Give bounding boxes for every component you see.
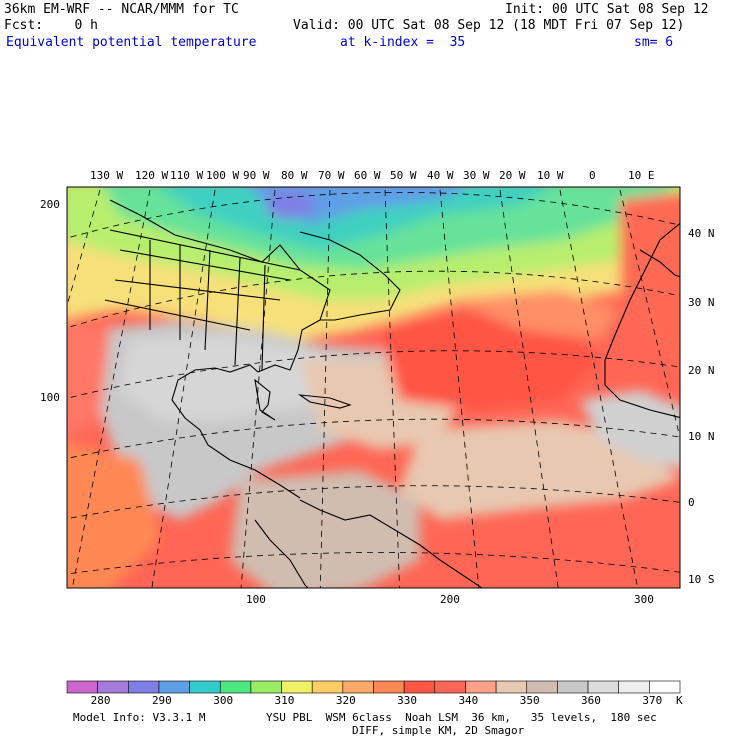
colorbar-swatch xyxy=(219,680,252,694)
grid-x-label: 300 xyxy=(634,593,654,606)
colorbar-label: 350 xyxy=(519,694,540,707)
colorbar-swatch xyxy=(618,680,650,694)
lat-label: 20 N xyxy=(688,364,715,377)
lon-label: 40 W xyxy=(427,169,454,182)
physics-info: YSU PBL WSM 6class Noah LSM 36 km, 35 le… xyxy=(266,711,657,724)
lon-label: 90 W xyxy=(243,169,270,182)
smoothing: sm= 6 xyxy=(634,35,674,50)
colorbar-swatch xyxy=(557,680,589,694)
model-info: Model Info: V3.3.1 M xyxy=(73,711,206,724)
colorbar-label: 360 xyxy=(581,694,601,707)
lon-label: 10 W xyxy=(537,169,564,182)
colorbar-swatch xyxy=(465,680,497,694)
lon-label: 130 W xyxy=(90,169,124,182)
colorbar-label: 300 xyxy=(213,694,234,707)
colorbar-label: 290 xyxy=(151,694,172,707)
map-field xyxy=(67,187,680,588)
level-index: at k-index = 35 xyxy=(340,35,466,50)
lon-label: 0 xyxy=(589,169,596,182)
lat-label: 40 N xyxy=(688,227,715,240)
colorbar-label: 320 xyxy=(335,694,356,707)
grid-y-label: 100 xyxy=(40,391,60,404)
lon-label: 100 W xyxy=(206,169,240,182)
colorbar-swatch xyxy=(587,680,619,694)
colorbar-label: 330 xyxy=(397,694,418,707)
lon-label: 50 W xyxy=(390,169,417,182)
lon-label: 60 W xyxy=(354,169,381,182)
colorbar-swatch xyxy=(158,680,190,694)
forecast-hour: Fcst: 0 h xyxy=(4,18,98,33)
lon-label: 20 W xyxy=(499,169,526,182)
model-title: 36km EM-WRF -- NCAR/MMM for TC xyxy=(4,2,239,17)
colorbar-label: 280 xyxy=(90,694,111,707)
graticule xyxy=(67,189,680,588)
colorbar-swatch xyxy=(403,680,436,694)
lat-label: 10 S xyxy=(688,573,715,586)
grid-x-label: 100 xyxy=(246,593,266,606)
lon-label: 80 W xyxy=(281,169,308,182)
coastlines xyxy=(104,199,680,588)
map-frame xyxy=(66,186,681,589)
colorbar-label: 310 xyxy=(274,694,295,707)
colorbar-label: 340 xyxy=(458,694,479,707)
lat-label: 10 N xyxy=(688,430,715,443)
grid-x-label: 200 xyxy=(440,593,460,606)
init-time: Init: 00 UTC Sat 08 Sep 12 xyxy=(505,2,709,17)
lon-label: 110 W xyxy=(170,169,204,182)
colorbar-swatch xyxy=(66,680,98,694)
lat-label: 0 xyxy=(688,496,695,509)
grid-y-label: 200 xyxy=(40,198,60,211)
lon-label: 30 W xyxy=(463,169,490,182)
colorbar xyxy=(66,680,681,694)
colorbar-swatch xyxy=(649,680,681,694)
lon-label: 120 W xyxy=(135,169,169,182)
colorbar-swatch xyxy=(434,680,466,694)
colorbar-swatch xyxy=(189,680,221,694)
colorbar-swatch xyxy=(526,680,558,694)
lon-label: 10 E xyxy=(628,169,655,182)
lat-label: 30 N xyxy=(688,296,715,309)
colorbar-swatch xyxy=(97,680,129,694)
colorbar-label: 370 xyxy=(642,694,663,707)
colorbar-swatch xyxy=(373,680,405,694)
field-name: Equivalent potential temperature xyxy=(6,35,257,50)
colorbar-swatch xyxy=(495,680,528,694)
colorbar-unit: K xyxy=(676,694,683,707)
colorbar-swatch xyxy=(250,680,282,694)
diffusion-info: DIFF, simple KM, 2D Smagor xyxy=(352,724,525,737)
lon-label: 70 W xyxy=(318,169,345,182)
colorbar-swatch xyxy=(342,680,374,694)
colorbar-swatch xyxy=(281,680,313,694)
colorbar-swatch xyxy=(128,680,160,694)
colorbar-swatch xyxy=(311,680,344,694)
valid-time: Valid: 00 UTC Sat 08 Sep 12 (18 MDT Fri … xyxy=(293,18,685,33)
